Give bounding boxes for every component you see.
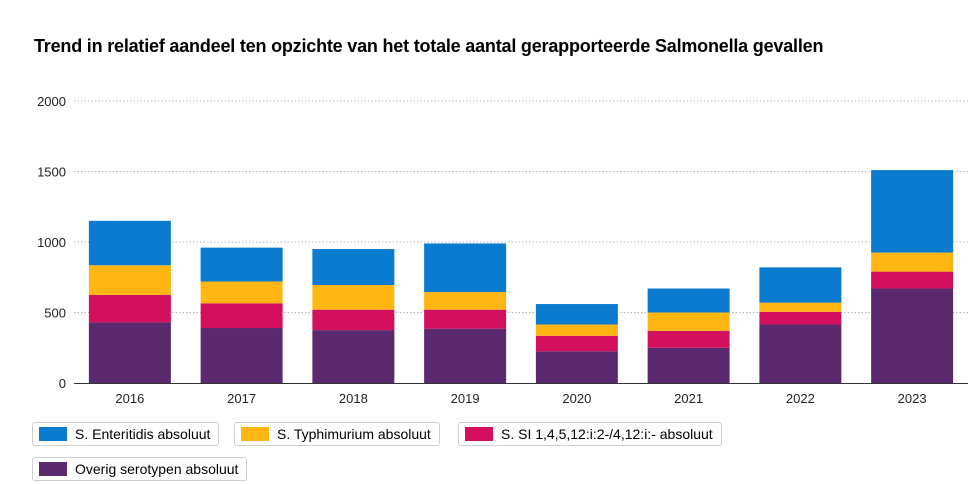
legend-item-overig[interactable]: Overig serotypen absoluut [32,457,248,481]
legend-item-enteritidis[interactable]: S. Enteritidis absoluut [32,422,220,446]
stacked-bar-chart: 0 500 1000 1500 2000 2016 2017 2018 2019 2020 2021… [37,94,968,406]
bar-2020-series-1 [535,335,618,352]
bar-2016-series-2 [88,265,171,295]
bar-2021-series-2 [647,312,730,331]
bar-2018-series-2 [312,285,395,310]
bar-2017-series-1 [200,303,283,329]
legend-item-typhimurium[interactable]: S. Typhimurium absoluut [234,422,440,446]
bar-2019-series-0 [424,328,507,383]
x-tick-label-2023: 2023 [898,391,927,406]
bar-2022-series-3 [759,267,842,303]
legend-swatch-typhimurium [241,427,269,441]
y-tick-label-1500: 1500 [37,165,66,180]
legend-label-enteritidis: S. Enteritidis absoluut [75,426,211,442]
x-tick-label-2021: 2021 [674,391,703,406]
legend-swatch-overig [39,462,67,476]
x-tick-label-2022: 2022 [786,391,815,406]
y-tick-label-2000: 2000 [37,94,66,109]
legend-swatch-enteritidis [39,427,67,441]
bar-2019-series-1 [424,309,507,329]
bar-2018-series-3 [312,249,395,286]
bar-2023-series-2 [871,252,954,272]
legend-label-si: S. SI 1,4,5,12:i:2-/4,12:i:- absoluut [501,426,713,442]
bar-2021-series-1 [647,330,730,348]
x-tick-label-2020: 2020 [562,391,591,406]
bar-2021-series-0 [647,347,730,383]
bar-2019-series-3 [424,243,507,293]
bar-2022-series-0 [759,324,842,383]
legend-swatch-si [465,427,493,441]
x-tick-label-2017: 2017 [227,391,256,406]
bar-2017-series-2 [200,281,283,304]
bar-2022-series-2 [759,302,842,312]
bar-2017-series-3 [200,247,283,282]
bar-2018-series-1 [312,309,395,331]
bar-2020-series-2 [535,324,618,336]
bar-2023-series-1 [871,271,954,289]
y-tick-label-1000: 1000 [37,235,66,250]
x-tick-label-2019: 2019 [451,391,480,406]
legend-label-overig: Overig serotypen absoluut [75,461,239,477]
y-tick-label-500: 500 [44,306,66,321]
bar-2016-series-1 [88,294,171,323]
bar-2019-series-2 [424,292,507,310]
bar-2018-series-0 [312,330,395,383]
bar-2022-series-1 [759,311,842,325]
legend-item-si[interactable]: S. SI 1,4,5,12:i:2-/4,12:i:- absoluut [458,422,722,446]
bar-2020-series-3 [535,304,618,325]
legend-label-typhimurium: S. Typhimurium absoluut [277,426,431,442]
bar-2021-series-3 [647,288,730,313]
bar-2016-series-3 [88,220,171,266]
y-tick-label-0: 0 [59,376,66,391]
bar-2023-series-3 [871,170,954,253]
x-tick-label-2018: 2018 [339,391,368,406]
bar-2023-series-0 [871,288,954,383]
bar-2020-series-0 [535,351,618,383]
chart-title: Trend in relatief aandeel ten opzichte v… [34,36,824,56]
bar-2016-series-0 [88,322,171,383]
x-tick-label-2016: 2016 [115,391,144,406]
bar-2017-series-0 [200,328,283,383]
